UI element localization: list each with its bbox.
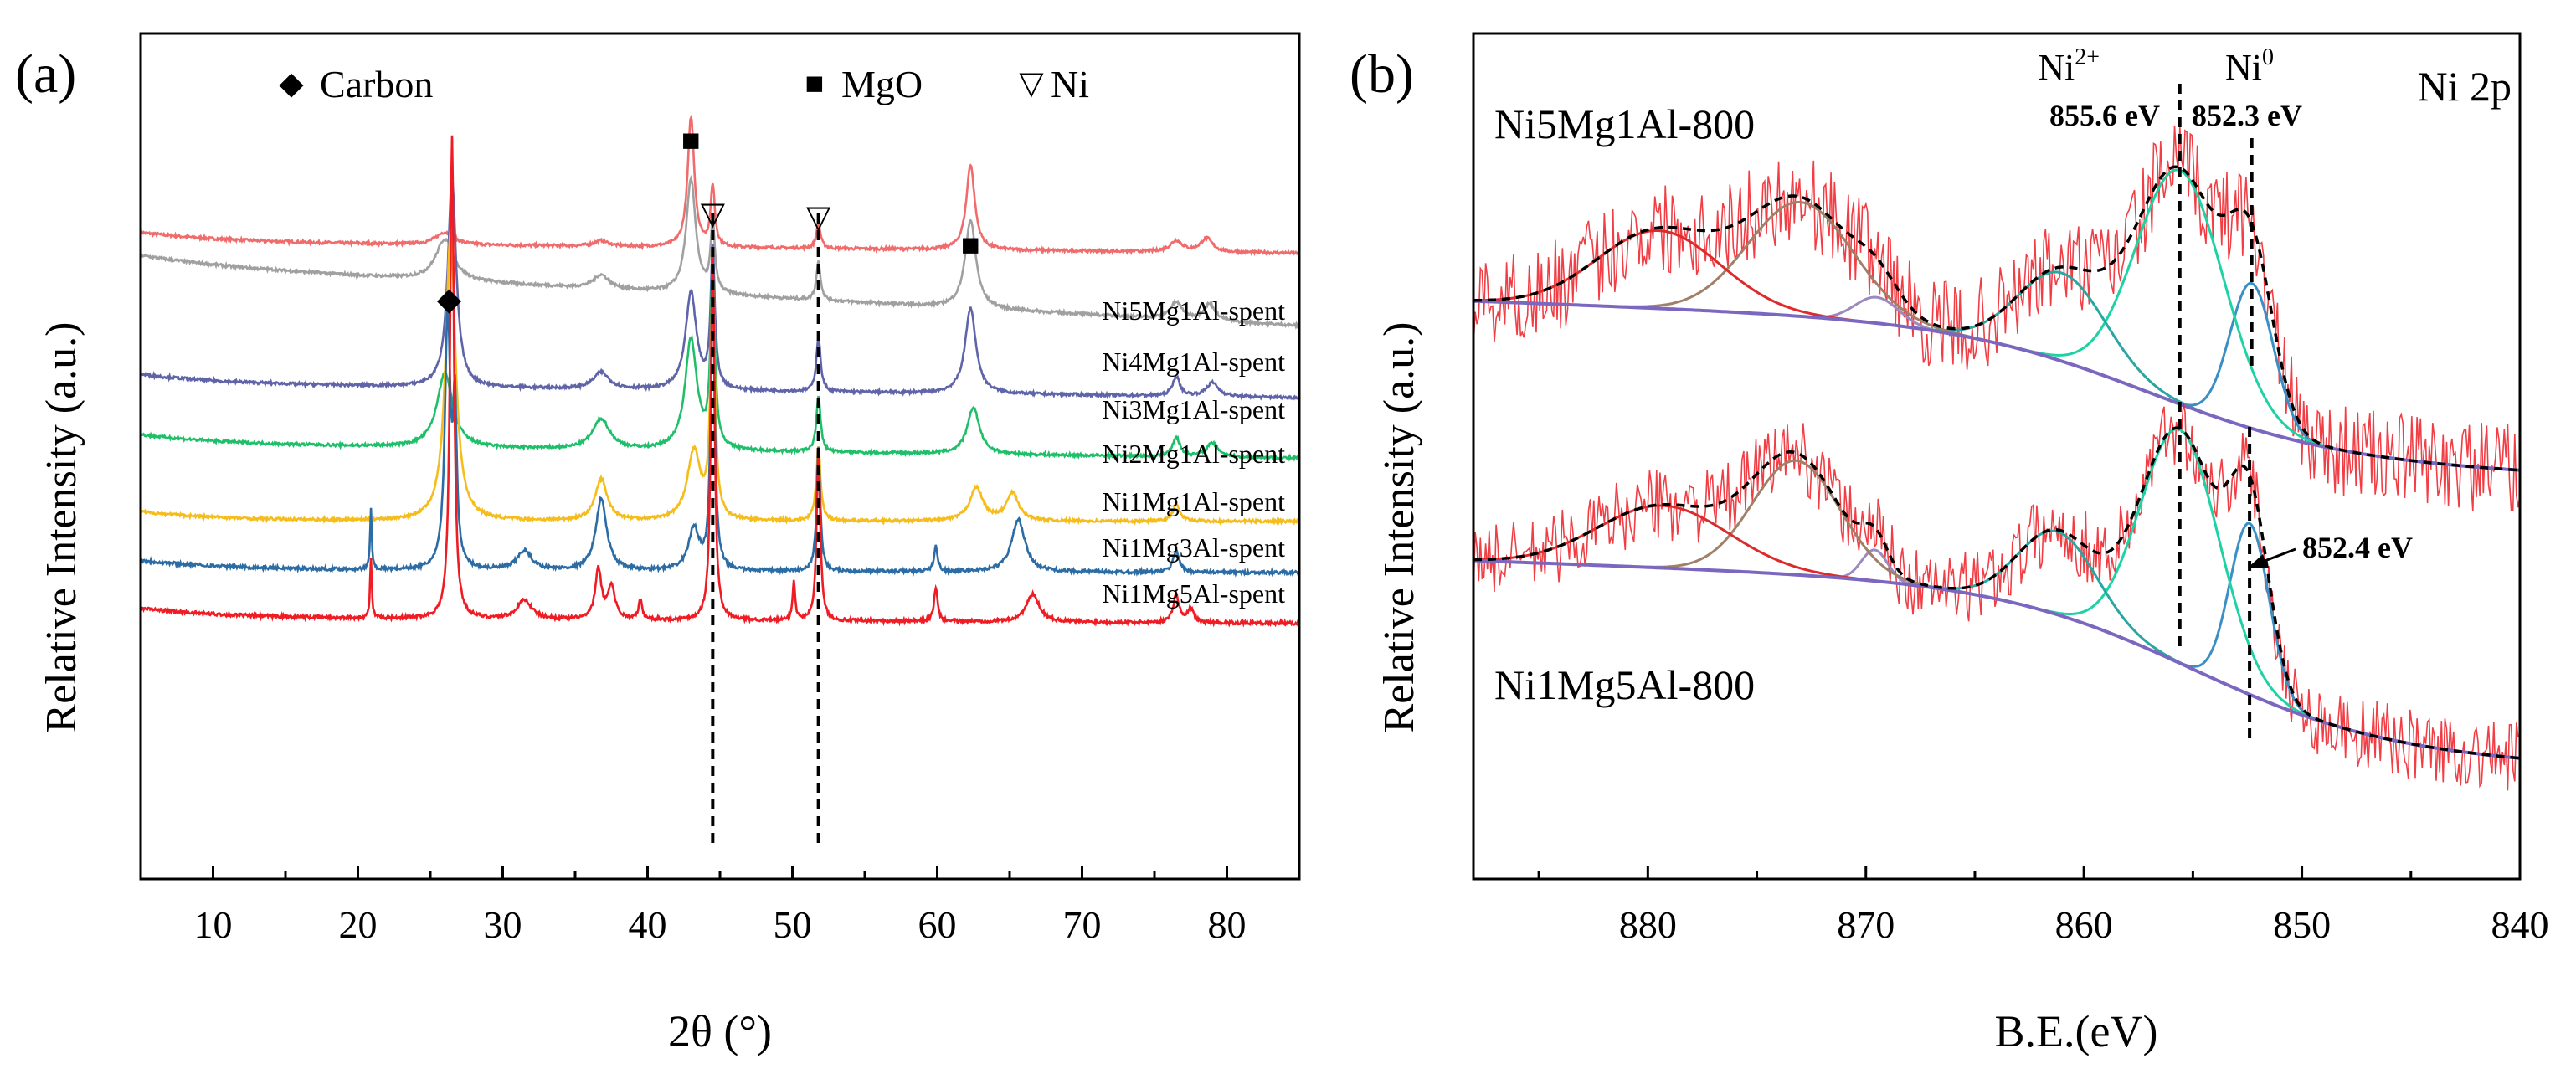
panel-a-plot-area [139, 115, 1301, 628]
annotation-ni0-label: Ni0 [2225, 44, 2274, 88]
xrd-series-label: Ni1Mg1Al-spent [1102, 486, 1285, 516]
xps-envelope [1473, 165, 2521, 472]
xrd-series-label: Ni1Mg3Al-spent [1102, 532, 1285, 563]
panel-b-x-ticks: 880 870 860 850 840 [1537, 866, 2549, 946]
peak-marker-carbon: ◆ [437, 282, 462, 317]
x-tick-label: 840 [2491, 903, 2549, 946]
x-tick-label: 40 [629, 903, 667, 946]
x-tick-label: 10 [194, 903, 233, 946]
panel-b-ylabel: Relative Intensity (a.u.) [1375, 322, 1423, 733]
spectrum-label-top: Ni5Mg1Al-800 [1494, 100, 1755, 147]
panel-b-frame [1472, 32, 2522, 881]
xrd-series-Ni1Mg1Al-spent [139, 229, 1301, 527]
annotation-ni2plus: Ni2+ 855.6 eV [2038, 44, 2160, 132]
xrd-series-Ni1Mg5Al-spent [139, 135, 1301, 628]
legend-mgo-label: MgO [841, 63, 923, 105]
x-tick-label: 50 [774, 903, 812, 946]
xrd-series-label: Ni3Mg1Al-spent [1102, 394, 1285, 424]
peak-marker-mgo: ■ [681, 123, 701, 158]
xps-component-869.6 [1473, 548, 2521, 760]
panel-b-label: (b) [1350, 44, 1414, 105]
x-tick-label: 880 [1619, 903, 1677, 946]
peak-marker-ni: ▽ [701, 197, 726, 232]
annotation-852-4-value: 852.4 eV [2302, 531, 2413, 564]
xps-envelope [1473, 426, 2521, 760]
xrd-series-Ni4Mg1Al-spent [139, 174, 1301, 331]
legend-carbon-label: Carbon [320, 63, 433, 105]
x-tick-label: 860 [2055, 903, 2113, 946]
legend-ni-label: Ni [1051, 63, 1089, 105]
x-tick-label: 80 [1208, 903, 1247, 946]
panel-a-xlabel: 2θ (°) [668, 1006, 772, 1056]
legend-carbon-symbol: ◆ [279, 66, 304, 101]
x-tick-label: 70 [1063, 903, 1102, 946]
annotation-arrow-head [2247, 554, 2267, 568]
panel-b-reference-lines [2178, 84, 2254, 741]
panel-a: (a) Relative Intensity (a.u.) 2θ (°) ◆ C… [15, 32, 1301, 1056]
annotation-ni0: Ni0 852.3 eV [2192, 44, 2302, 132]
panel-a-legend: ◆ Carbon ■ MgO ▽ Ni [279, 63, 1089, 105]
x-tick-label: 60 [918, 903, 957, 946]
xrd-series-Ni2Mg1Al-spent [139, 260, 1300, 462]
panel-b-xlabel: B.E.(eV) [1995, 1006, 2158, 1056]
panel-a-reference-lines [711, 213, 820, 845]
annotation-arrow-shaft [2260, 547, 2296, 564]
xrd-series-Ni3Mg1Al-spent [140, 178, 1300, 401]
panel-b-title: Ni 2p [2418, 63, 2512, 110]
panel-a-ylabel: Relative Intensity (a.u.) [38, 322, 85, 733]
annotation-ni2plus-label: Ni2+ [2038, 44, 2100, 88]
panel-a-label: (a) [15, 44, 76, 105]
peak-marker-ni: ▽ [806, 200, 831, 235]
spectrum-label-bottom: Ni1Mg5Al-800 [1494, 661, 1755, 708]
xrd-series-label: Ni5Mg1Al-spent [1102, 295, 1285, 326]
xrd-series-label: Ni2Mg1Al-spent [1102, 439, 1285, 469]
legend-mgo-symbol: ■ [805, 66, 825, 101]
peak-marker-mgo: ■ [961, 228, 980, 263]
x-tick-label: 870 [1837, 903, 1895, 946]
x-tick-label: 20 [339, 903, 378, 946]
xrd-series-Ni5Mg1Al-spent [139, 115, 1301, 257]
xps-raw-data [1473, 126, 2521, 511]
xrd-series-Ni1Mg3Al-spent [140, 248, 1300, 578]
annotation-852-4: 852.4 eV [2247, 531, 2413, 568]
panel-a-x-ticks: 10 20 30 40 50 60 70 80 [139, 866, 1301, 946]
x-tick-label: 850 [2273, 903, 2331, 946]
panel-a-peak-markers: ◆ ■ ▽ ▽ ■ [437, 123, 980, 317]
annotation-ni0-value: 852.3 eV [2192, 99, 2302, 132]
panel-a-series-labels: Ni5Mg1Al-spent Ni4Mg1Al-spent Ni3Mg1Al-spe… [1102, 295, 1285, 609]
annotation-ni2plus-value: 855.6 eV [2049, 99, 2160, 132]
legend-ni-symbol: ▽ [1019, 66, 1044, 101]
xrd-series-label: Ni1Mg5Al-spent [1102, 578, 1285, 609]
xrd-series-label: Ni4Mg1Al-spent [1102, 347, 1285, 377]
panel-b-plot-area [1473, 126, 2521, 791]
x-tick-label: 30 [484, 903, 522, 946]
panel-b: (b) Relative Intensity (a.u.) B.E.(eV) N… [1350, 32, 2549, 1056]
